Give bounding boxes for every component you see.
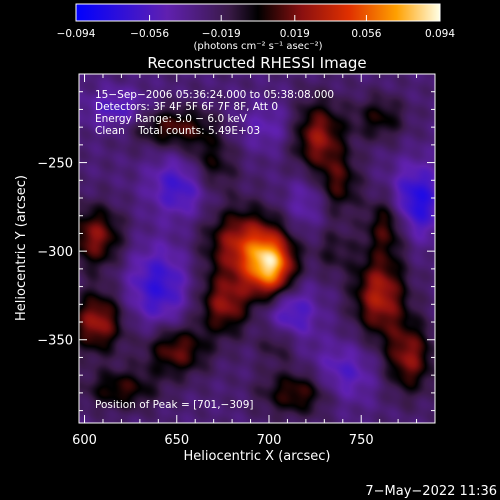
annotation-energy-range: Energy Range: 3.0 − 6.0 keV [95,113,248,125]
colorbar-tick-label: 0.056 [351,28,381,40]
colorbar-tick-labels: −0.094 −0.056 −0.019 0.019 0.056 0.094 [57,28,456,40]
colorbar-tick-label: −0.019 [202,28,241,40]
annotation-time-range: 15−Sep−2006 05:36:24.000 to 05:38:08.000 [95,89,334,101]
x-tick-label: 750 [349,433,374,448]
x-tick-label: 650 [164,433,189,448]
colorbar-label: (photons cm⁻² s⁻¹ asec⁻²) [193,41,322,52]
x-axis-label: Heliocentric X (arcsec) [184,449,331,464]
colorbar-tick-label: −0.094 [57,28,96,40]
x-ticks [84,74,436,423]
y-axis-label: Heliocentric Y (arcsec) [14,175,29,321]
annotation-detectors: Detectors: 3F 4F 5F 6F 7F 8F, Att 0 [95,101,278,113]
annotation-clean-counts: Clean Total counts: 5.49E+03 [95,125,260,137]
colorbar-tick-label: 0.094 [425,28,455,40]
x-tick-labels: 600 650 700 750 [72,433,374,448]
colorbar-ticks [75,15,441,21]
x-tick-label: 700 [257,433,282,448]
peak-position-label: Position of Peak = [701,−309] [95,399,254,411]
y-tick-label: −300 [37,245,73,260]
plot-frame [78,73,436,424]
x-tick-label: 600 [72,433,97,448]
render-timestamp: 7−May−2022 11:36 [365,484,497,499]
colorbar-tick-label: 0.019 [280,28,310,40]
colorbar-tick-label: −0.056 [130,28,169,40]
colorbar [75,3,441,22]
y-ticks [79,91,435,412]
y-tick-labels: −250 −300 −350 [37,157,73,349]
y-tick-label: −350 [37,334,73,349]
chart-title: Reconstructed RHESSI Image [147,54,366,72]
image-plot-area [79,74,435,423]
y-tick-label: −250 [37,157,73,172]
